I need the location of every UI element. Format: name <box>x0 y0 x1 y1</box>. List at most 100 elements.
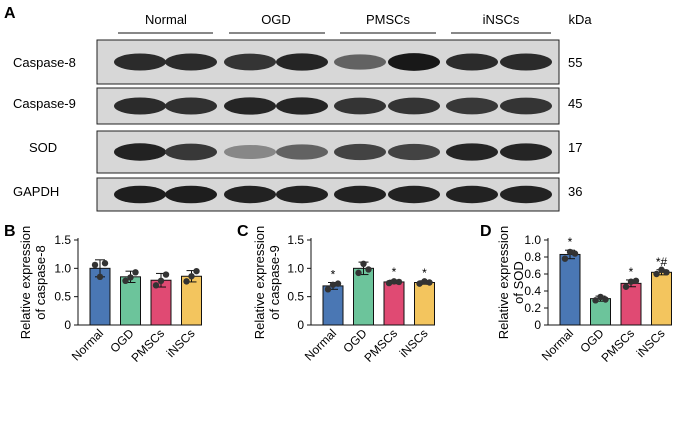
panel-c-significance-inscs: * <box>422 266 427 280</box>
panel-d-significance-normal: * <box>568 235 573 249</box>
blot-band-caspase-8-lane-7 <box>446 53 498 71</box>
panel-d-chart: D Relative expressionof SOD00.20.40.60.81… <box>480 223 672 365</box>
panel-c-point-ogd <box>360 260 367 267</box>
blot-protein-sod: SOD <box>29 140 57 155</box>
panel-b-xtick-pmscs: PMSCs <box>128 326 167 365</box>
panel-b-point-ogd <box>127 274 134 281</box>
panel-c-bar-pmscs <box>383 281 405 326</box>
panel-c-point-normal <box>329 281 337 288</box>
panel-c-chart: C Relative expressionof caspase-9 0 0.5 1.0 1… <box>237 223 435 365</box>
blot-kda-caspase-8: 55 <box>568 55 582 70</box>
panel-b-point-ogd <box>132 269 139 276</box>
panel-c-point-normal <box>334 280 342 287</box>
blot-group-inscs: iNSCs <box>483 12 520 27</box>
panel-b-xtick-inscs: iNSCs <box>164 326 198 360</box>
panel-d-ylabel-line-1: Relative expression <box>496 226 511 339</box>
panel-c-ylabel: Relative expressionof caspase-9 <box>252 226 282 339</box>
panel-b-letter: B <box>4 223 16 240</box>
panel-b-point-ogd <box>122 277 129 284</box>
blot-kda-gapdh: 36 <box>568 184 582 199</box>
blot-band-caspase-9-lane-6 <box>388 97 440 115</box>
panel-d-ytick-label: 1.0 <box>524 233 541 247</box>
panel-c-xtick-pmscs: PMSCs <box>361 326 400 365</box>
panel-d-ylabel: Relative expressionof SOD <box>496 226 526 339</box>
panel-c-ytick-label: 1.0 <box>287 261 304 275</box>
panel-d-point-normal <box>561 255 569 262</box>
blot-band-sod-lane-1 <box>114 143 166 161</box>
blot-band-caspase-9-lane-5 <box>334 97 386 115</box>
panel-d-bar-normal <box>559 253 581 326</box>
panel-b-bar-ogd <box>120 276 141 326</box>
panel-d-ytick-label: 0.8 <box>524 250 541 264</box>
panel-d-ytick-label: 0.4 <box>524 284 541 298</box>
panel-c-point-inscs <box>426 279 433 286</box>
blot-band-caspase-8-lane-2 <box>165 53 217 71</box>
blot-group-normal: Normal <box>145 12 187 27</box>
blot-group-pmscs: PMSCs <box>366 12 411 27</box>
panel-b-ytick-label: 1.0 <box>54 261 71 275</box>
blot-band-sod-lane-5 <box>334 143 386 161</box>
blot-band-sod-lane-2 <box>165 143 217 161</box>
blot-band-gapdh-lane-8 <box>500 185 552 204</box>
panel-d-significance-inscs: *# <box>656 255 668 269</box>
panel-c-ylabel-line-2: of caspase-9 <box>267 245 282 319</box>
blot-band-gapdh-lane-4 <box>276 185 328 204</box>
blot-band-caspase-9-lane-1 <box>114 97 166 115</box>
panel-b-ytick-label: 0 <box>64 318 71 332</box>
panel-b-ylabel: Relative expressionof caspase-8 <box>18 226 48 339</box>
panel-d-point-ogd <box>602 296 609 303</box>
panel-d-xtick-pmscs: PMSCs <box>598 326 637 365</box>
blot-unit-header: kDa <box>568 12 592 27</box>
blot-band-caspase-9-lane-4 <box>276 97 328 115</box>
blot-band-gapdh-lane-7 <box>446 185 498 204</box>
panel-c-significance-pmscs: * <box>392 265 397 279</box>
blot-band-sod-lane-7 <box>446 143 498 161</box>
blot-band-caspase-9-lane-2 <box>165 97 217 115</box>
panel-c-significance-normal: * <box>331 268 336 282</box>
panel-b-ytick-label: 0.5 <box>54 290 71 304</box>
blot-band-caspase-8-lane-1 <box>114 53 166 71</box>
panel-c-point-inscs <box>421 278 428 285</box>
blot-band-caspase-8-lane-3 <box>224 53 276 71</box>
panel-d-point-ogd <box>597 293 604 301</box>
panel-b-ylabel-line-1: Relative expression <box>18 226 33 339</box>
panel-c-xtick-normal: Normal <box>302 326 339 363</box>
panel-b-point-inscs <box>183 278 190 285</box>
panel-d-letter: D <box>480 223 492 240</box>
panel-d-bar-pmscs <box>620 282 642 326</box>
panel-c-point-pmscs <box>385 279 393 287</box>
panel-d-point-pmscs <box>632 277 640 284</box>
panel-d-point-ogd <box>592 297 599 304</box>
blot-kda-caspase-9: 45 <box>568 96 582 111</box>
blot-band-sod-lane-3 <box>224 144 276 160</box>
panel-b-ytick-label: 1.5 <box>54 233 71 247</box>
panel-d-point-inscs <box>658 266 665 273</box>
panel-b-point-normal <box>96 273 104 281</box>
panel-c-point-pmscs <box>390 278 398 285</box>
panel-d-xtick-inscs: iNSCs <box>634 326 668 360</box>
blot-band-gapdh-lane-1 <box>114 185 166 204</box>
panel-a-letter: A <box>4 5 16 22</box>
panel-d-point-pmscs <box>627 278 635 285</box>
panel-b-point-pmscs <box>152 282 160 289</box>
panel-b-chart: B Relative expressionof caspase-8 0 0.5 1.0 1… <box>4 223 202 365</box>
panel-c-point-inscs <box>416 280 423 287</box>
panel-d-point-normal <box>571 250 579 257</box>
panel-c-xtick-inscs: iNSCs <box>397 326 431 360</box>
blot-group-ogd: OGD <box>261 12 291 27</box>
blot-band-caspase-8-lane-6 <box>388 53 440 71</box>
blot-protein-gapdh: GAPDH <box>13 184 59 199</box>
panel-d-point-inscs <box>653 270 660 278</box>
panel-b-point-normal <box>91 261 99 269</box>
blot-band-sod-lane-6 <box>388 143 440 161</box>
panel-c-bar-ogd <box>353 267 374 326</box>
blot-band-caspase-8-lane-4 <box>276 53 328 71</box>
panel-c-point-pmscs <box>395 278 403 286</box>
blot-band-gapdh-lane-3 <box>224 185 276 204</box>
panel-b-point-normal <box>101 260 109 267</box>
blot-band-caspase-9-lane-7 <box>446 97 498 115</box>
blot-band-caspase-8-lane-8 <box>500 53 552 71</box>
panel-c-point-ogd <box>355 269 362 277</box>
blot-band-caspase-8-lane-5 <box>334 54 386 70</box>
